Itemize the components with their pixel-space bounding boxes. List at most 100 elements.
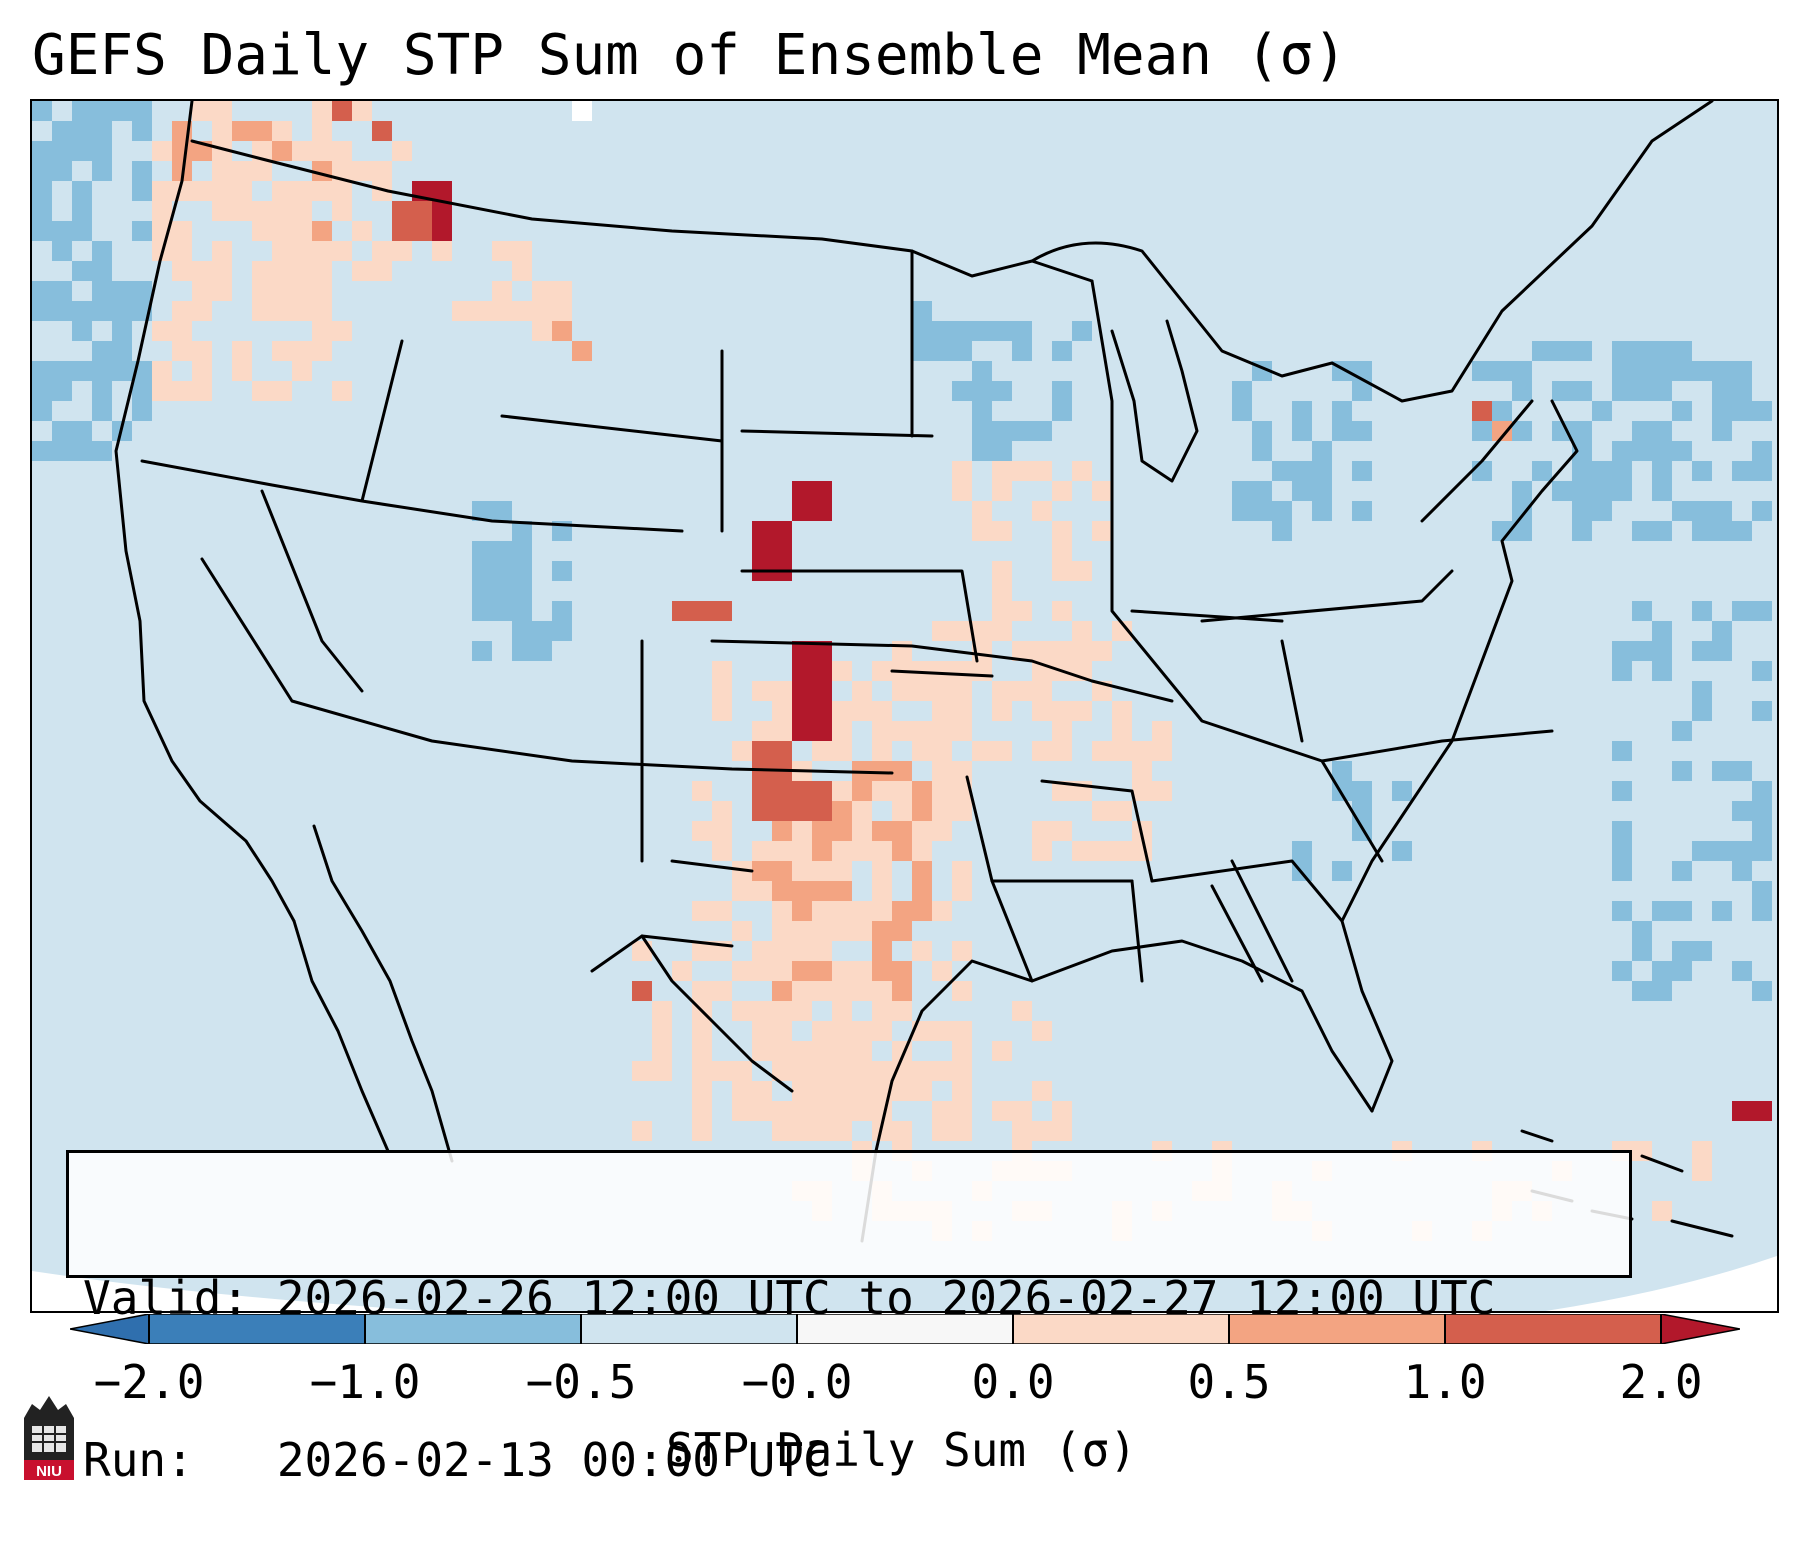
positive-cell [952,1121,972,1141]
negative-cell [1732,861,1752,881]
positive-cell [292,281,312,301]
positive-cell [972,661,992,681]
positive-cell [1092,841,1112,861]
strong-positive-cell [772,741,792,761]
negative-cell [1692,681,1712,701]
strong-positive-cell [1732,1101,1752,1121]
positive-cell [892,961,912,981]
positive-cell [832,821,852,841]
positive-cell [312,321,332,341]
negative-cell [92,281,112,301]
negative-cell [972,441,992,461]
negative-cell [972,401,992,421]
negative-cell [1612,821,1632,841]
negative-cell [1752,601,1772,621]
positive-cell [752,1001,772,1021]
negative-cell [72,361,92,381]
negative-cell [1712,381,1732,401]
positive-cell [452,301,472,321]
negative-cell [1752,781,1772,801]
negative-cell [32,281,52,301]
positive-cell [932,781,952,801]
positive-cell [292,301,312,321]
positive-cell [1032,501,1052,521]
strong-positive-cell [632,981,652,1001]
positive-cell [812,1121,832,1141]
negative-cell [1632,941,1652,961]
positive-cell [792,961,812,981]
negative-cell [1652,341,1672,361]
positive-cell [872,1021,892,1041]
positive-cell [232,361,252,381]
positive-cell [772,1001,792,1021]
positive-cell [292,181,312,201]
negative-cell [992,321,1012,341]
positive-cell [272,181,292,201]
positive-cell [772,1021,792,1041]
positive-cell [872,1001,892,1021]
positive-cell [812,1101,832,1121]
colorbar-bin-5 [1229,1314,1446,1344]
negative-cell [1072,321,1092,341]
positive-cell [872,661,892,681]
negative-cell [1632,981,1652,1001]
positive-cell [1012,461,1032,481]
positive-cell [1052,701,1072,721]
positive-cell [652,1021,672,1041]
positive-cell [772,861,792,881]
positive-cell [932,701,952,721]
positive-cell [192,301,212,321]
negative-cell [992,381,1012,401]
positive-cell [992,681,1012,701]
negative-cell [1352,381,1372,401]
negative-cell [1032,421,1052,441]
positive-cell [712,661,732,681]
strong-positive-cell [692,601,712,621]
positive-cell [992,1041,1012,1061]
positive-cell [932,961,952,981]
positive-cell [252,161,272,181]
positive-cell [792,1101,812,1121]
positive-cell [1052,561,1072,581]
negative-cell [1572,481,1592,501]
negative-cell [1692,521,1712,541]
positive-cell [952,801,972,821]
positive-cell [172,261,192,281]
positive-cell [892,1081,912,1101]
positive-cell [312,301,332,321]
positive-cell [872,741,892,761]
positive-cell [392,141,412,161]
negative-cell [1752,661,1772,681]
positive-cell [772,701,792,721]
negative-cell [1472,421,1492,441]
negative-cell [1632,601,1652,621]
positive-cell [912,841,932,861]
negative-cell [472,641,492,661]
positive-cell [812,841,832,861]
strong-positive-cell [412,221,432,241]
negative-cell [92,261,112,281]
negative-cell [1332,761,1352,781]
positive-cell [1112,801,1132,821]
positive-cell [992,1101,1012,1121]
positive-cell [872,761,892,781]
positive-cell [1012,1101,1032,1121]
positive-cell [892,921,912,941]
positive-cell [312,101,332,121]
negative-cell [992,441,1012,461]
positive-cell [1112,621,1132,641]
positive-cell [952,1101,972,1121]
colorbar-tick-label: −1.0 [309,1355,421,1409]
colorbar-bin-6 [1445,1314,1662,1344]
negative-cell [1652,981,1672,1001]
negative-cell [1732,461,1752,481]
positive-cell [872,921,892,941]
negative-cell [1312,481,1332,501]
positive-cell [932,901,952,921]
negative-cell [1552,341,1572,361]
positive-cell [892,721,912,741]
negative-cell [1512,501,1532,521]
positive-cell [1692,1141,1712,1161]
colorbar-tick-label: 2.0 [1619,1355,1703,1409]
positive-cell [712,801,732,821]
